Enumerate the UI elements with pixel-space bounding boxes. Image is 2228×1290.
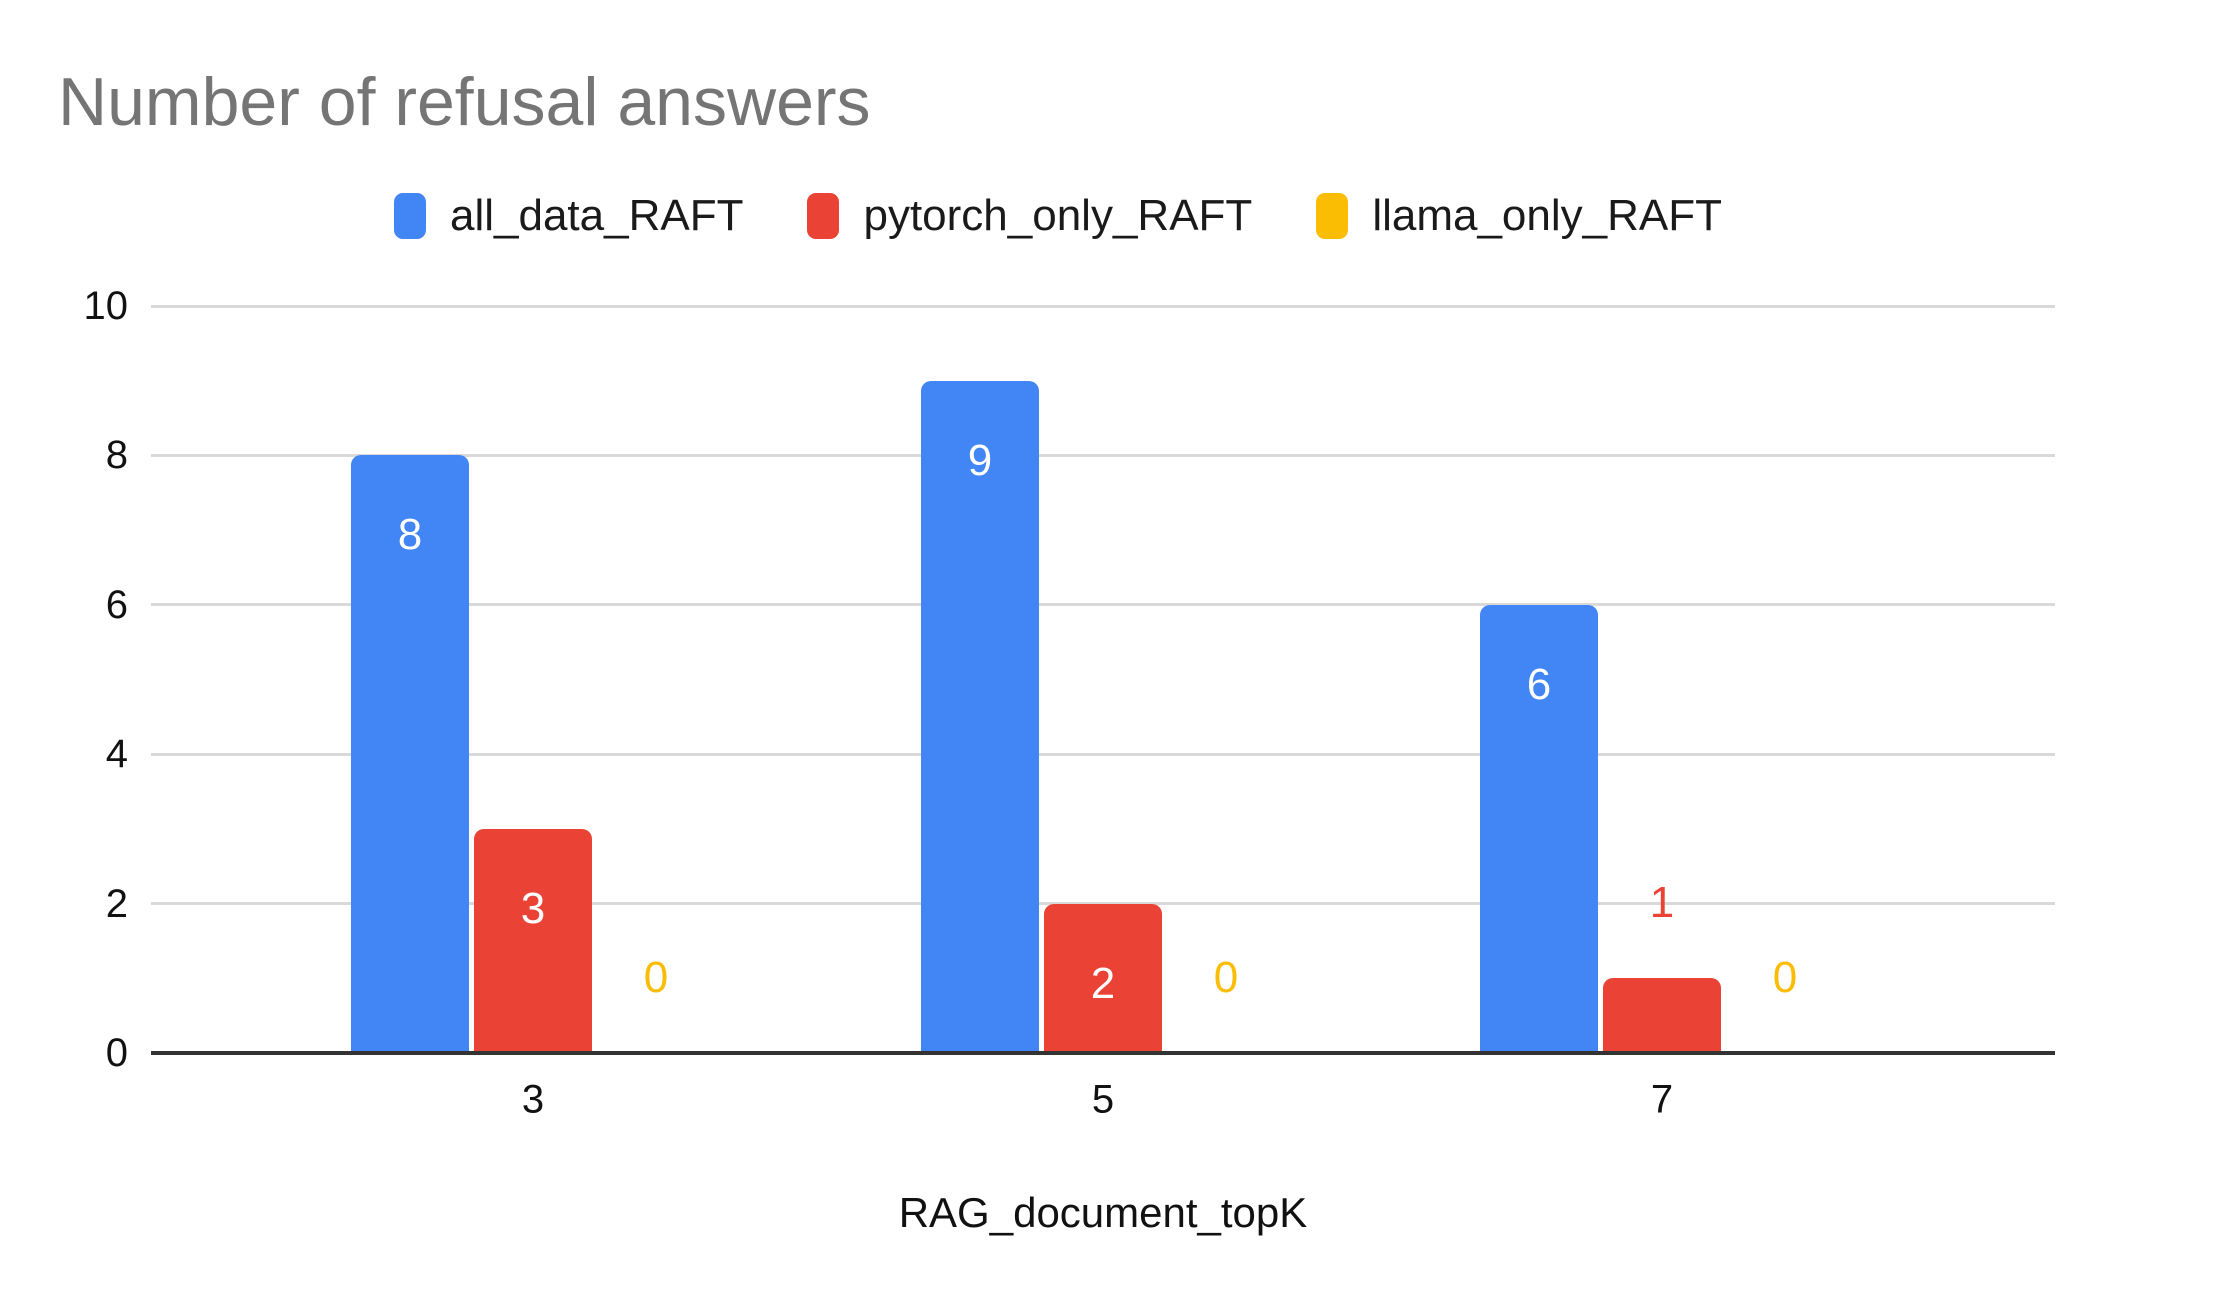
y-axis-tick-label-8: 8 [105, 433, 128, 477]
bar-all_data_RAFT-cat-3 [351, 455, 469, 1053]
bar-value-label-pytorch_only_RAFT-cat-5: 2 [1090, 959, 1116, 1008]
y-axis-tick-label-10: 10 [83, 284, 129, 328]
gridline-y-2 [151, 902, 2055, 905]
legend-item-all_data_RAFT: all_data_RAFT [394, 191, 743, 241]
x-category-label-3: 3 [521, 1077, 545, 1122]
bar-value-label-llama_only_RAFT-cat-3: 0 [643, 953, 669, 1002]
bar-pytorch_only_RAFT-cat-3 [474, 829, 592, 1053]
legend-label-all_data_RAFT: all_data_RAFT [450, 191, 744, 240]
gridline-y-4 [151, 753, 2055, 756]
legend-swatch-icon-pytorch_only_RAFT [807, 193, 840, 239]
bar-value-label-llama_only_RAFT-cat-7: 0 [1772, 953, 1798, 1002]
bar-all_data_RAFT-cat-5 [921, 381, 1039, 1053]
gridline-y-6 [151, 603, 2055, 606]
legend-swatch-icon-all_data_RAFT [394, 193, 426, 239]
y-axis-tick-label-4: 4 [105, 732, 128, 776]
legend-label-llama_only_RAFT: llama_only_RAFT [1372, 191, 1722, 240]
gridline-y-10 [151, 305, 2055, 308]
bar-value-label-all_data_RAFT-cat-3: 8 [397, 510, 423, 559]
x-category-label-7: 7 [1650, 1077, 1674, 1122]
bar-all_data_RAFT-cat-7 [1480, 605, 1598, 1053]
legend-swatch-icon-llama_only_RAFT [1316, 193, 1349, 239]
x-axis-title: RAG_document_topK [898, 1189, 1308, 1236]
bar-value-label-pytorch_only_RAFT-cat-7: 1 [1649, 878, 1675, 927]
legend-item-pytorch_only_RAFT: pytorch_only_RAFT [807, 191, 1252, 241]
chart-title: Number of refusal answers [58, 64, 871, 140]
x-category-label-5: 5 [1091, 1077, 1115, 1122]
bar-value-label-llama_only_RAFT-cat-5: 0 [1213, 953, 1239, 1002]
bar-value-label-pytorch_only_RAFT-cat-3: 3 [520, 884, 546, 933]
bar-pytorch_only_RAFT-cat-5 [1044, 904, 1162, 1053]
bar-value-label-all_data_RAFT-cat-5: 9 [967, 436, 993, 485]
y-axis-tick-label-6: 6 [105, 583, 128, 627]
legend-label-pytorch_only_RAFT: pytorch_only_RAFT [863, 191, 1253, 240]
legend: all_data_RAFT pytorch_only_RAFT llama_only… [394, 188, 1722, 244]
legend-item-llama_only_RAFT: llama_only_RAFT [1316, 191, 1722, 241]
y-axis-tick-label-0: 0 [105, 1031, 128, 1075]
y-axis-tick-label-2: 2 [105, 882, 128, 926]
gridline-y-8 [151, 454, 2055, 457]
bar-pytorch_only_RAFT-cat-7 [1603, 978, 1721, 1053]
x-axis-line [151, 1051, 2055, 1055]
bar-value-label-all_data_RAFT-cat-7: 6 [1526, 660, 1552, 709]
